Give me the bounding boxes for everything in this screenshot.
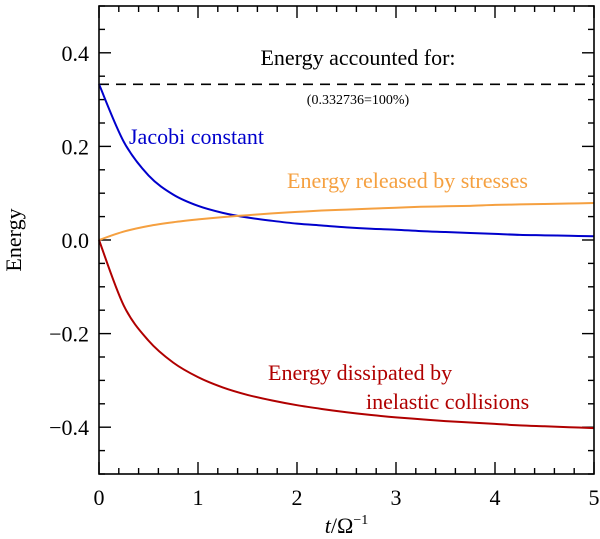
tick-marks — [98, 5, 595, 475]
x-axis-label-sup: −1 — [353, 513, 368, 528]
tick-labels: 0 1 2 3 4 5 −0.4 −0.2 0.0 0.2 0.4 — [49, 41, 599, 510]
annotation-energy-accounted: Energy accounted for: — [260, 45, 455, 70]
series-line-2 — [98, 239, 595, 430]
x-tick-label: 1 — [193, 485, 204, 510]
y-axis-label: Energy — [1, 208, 26, 271]
annotation-accounted-value: (0.332736=100%) — [307, 93, 410, 108]
x-axis-label-rest: /Ω — [331, 513, 353, 538]
annotation-stresses: Energy released by stresses — [287, 168, 528, 193]
plot-frame — [98, 5, 595, 475]
x-axis-label-var: t — [325, 513, 332, 538]
x-tick-label: 5 — [589, 485, 600, 510]
annotation-jacobi: Jacobi constant — [129, 124, 264, 149]
x-tick-label: 0 — [94, 485, 105, 510]
x-tick-label: 4 — [490, 485, 501, 510]
series-line-1 — [98, 202, 595, 241]
x-tick-label: 3 — [391, 485, 402, 510]
annotation-dissipated-line2: inelastic collisions — [366, 389, 529, 414]
series-line-0 — [98, 83, 595, 238]
y-tick-label: −0.2 — [49, 322, 89, 347]
y-tick-label: 0.0 — [62, 228, 90, 253]
x-axis-label: t/Ω−1 — [325, 513, 369, 538]
y-tick-label: −0.4 — [49, 415, 89, 440]
x-tick-label: 2 — [292, 485, 303, 510]
y-tick-label: 0.4 — [62, 41, 90, 66]
y-tick-label: 0.2 — [62, 134, 90, 159]
series-lines — [98, 83, 595, 430]
annotation-dissipated-line1: Energy dissipated by — [268, 360, 452, 385]
